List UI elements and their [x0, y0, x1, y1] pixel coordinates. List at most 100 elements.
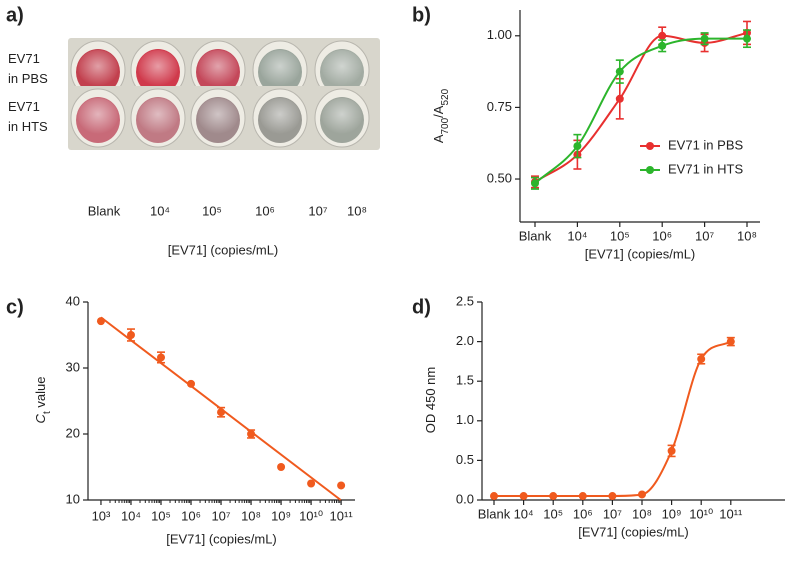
x-tick-label: 10⁵ [610, 228, 630, 243]
data-point [337, 481, 346, 490]
x-tick-label: 10⁵ [202, 203, 222, 218]
x-tick-label: 10⁹ [662, 506, 682, 521]
label-part: value [33, 377, 48, 412]
panel-label: c) [6, 296, 24, 318]
legend-label: EV71 in HTS [668, 161, 743, 176]
x-axis-label: [EV71] (copies/mL) [168, 242, 279, 257]
data-point [519, 492, 528, 501]
row-label: EV71 in HTS [8, 99, 48, 134]
x-tick-label: 10⁴ [150, 203, 170, 218]
x-tick-label: 10⁷ [308, 203, 327, 218]
x-tick-label: 10⁷ [695, 228, 714, 243]
y-tick-label: 30 [66, 359, 80, 374]
data-point [700, 34, 709, 43]
x-tick-label: 10⁷ [211, 508, 230, 523]
y-tick-label: 1.5 [456, 373, 474, 388]
fit-curve [494, 340, 732, 498]
well-shine [260, 50, 300, 86]
well-shine [78, 50, 118, 86]
row-label: EV71 in PBS [8, 51, 48, 86]
y-tick-label: 1.00 [487, 27, 512, 42]
legend-label: EV71 in PBS [668, 137, 743, 152]
data-point [608, 492, 617, 501]
y-axis-label: A700/A520 [431, 88, 451, 143]
y-tick-label: 10 [66, 491, 80, 506]
y-tick-label: 2.5 [456, 293, 474, 308]
well-shine [322, 98, 362, 134]
x-tick-label: 10⁶ [181, 508, 201, 523]
y-tick-label: 2.0 [456, 333, 474, 348]
well-shine [138, 50, 178, 86]
panel-label: d) [412, 296, 431, 318]
y-tick-label: 0.50 [487, 170, 512, 185]
row-label-line: in HTS [8, 119, 48, 134]
y-tick-label: 20 [66, 425, 80, 440]
data-point [578, 492, 587, 501]
data-point [157, 353, 166, 362]
x-tick-label: 10⁸ [347, 203, 367, 218]
row-label-line: in PBS [8, 71, 48, 86]
data-point [667, 446, 676, 455]
x-tick-label: Blank [88, 203, 121, 218]
x-tick-label: 10⁵ [543, 506, 563, 521]
label-part: OD 450 nm [423, 367, 438, 433]
x-axis-label: [EV71] (copies/mL) [578, 524, 689, 539]
x-axis-label: [EV71] (copies/mL) [585, 246, 696, 261]
data-point [531, 179, 539, 188]
data-point [697, 355, 706, 364]
x-tick-label: Blank [478, 506, 511, 521]
x-tick-label: 10⁸ [632, 506, 652, 521]
data-point [549, 492, 558, 501]
x-tick-label: 10¹¹ [330, 508, 354, 523]
legend-marker [646, 142, 654, 150]
well-shine [198, 50, 238, 86]
label-part: t [42, 411, 53, 414]
label-part: /A [431, 105, 446, 118]
row-label-line: EV71 [8, 99, 40, 114]
x-tick-label: 10⁵ [151, 508, 171, 523]
x-tick-label: Blank [519, 228, 552, 243]
data-point [277, 463, 286, 471]
row-label-line: EV71 [8, 51, 40, 66]
x-tick-label: 10⁴ [121, 508, 141, 523]
data-point [96, 317, 105, 326]
well-shine [78, 98, 118, 134]
well-shine [198, 98, 238, 134]
x-tick-label: 10⁴ [514, 506, 534, 521]
x-tick-label: 10⁹ [271, 508, 291, 523]
x-tick-label: 10⁸ [737, 228, 757, 243]
data-point [615, 67, 624, 76]
data-point [490, 492, 498, 501]
y-tick-label: 1.0 [456, 412, 474, 427]
data-point [307, 479, 316, 488]
x-tick-label: 10⁷ [603, 506, 622, 521]
data-point [217, 408, 226, 417]
panel-label: a) [6, 4, 24, 26]
well-shine [322, 50, 362, 86]
y-tick-label: 0.5 [456, 452, 474, 467]
data-point [658, 31, 667, 40]
x-tick-label: 10¹¹ [719, 506, 743, 521]
data-point [247, 430, 256, 438]
legend-marker [646, 166, 654, 174]
data-point [615, 94, 624, 103]
x-tick-label: 10⁶ [255, 203, 275, 218]
panel-label: b) [412, 4, 431, 26]
y-axis-label: Ct value [33, 377, 53, 424]
x-axis-label: [EV71] (copies/mL) [166, 531, 277, 546]
y-axis-label: OD 450 nm [423, 367, 438, 433]
y-tick-label: 40 [66, 293, 80, 308]
x-tick-label: 10⁴ [567, 228, 587, 243]
well-shine [260, 98, 300, 134]
x-tick-label: 10³ [92, 508, 111, 523]
data-point [573, 142, 582, 151]
x-tick-label: 10⁶ [573, 506, 593, 521]
data-point [638, 490, 646, 499]
y-tick-label: 0.0 [456, 491, 474, 506]
x-tick-label: 10⁸ [241, 508, 261, 523]
data-point [658, 41, 667, 50]
y-tick-label: 0.75 [487, 99, 512, 114]
data-point [743, 34, 751, 43]
data-point [726, 337, 735, 346]
